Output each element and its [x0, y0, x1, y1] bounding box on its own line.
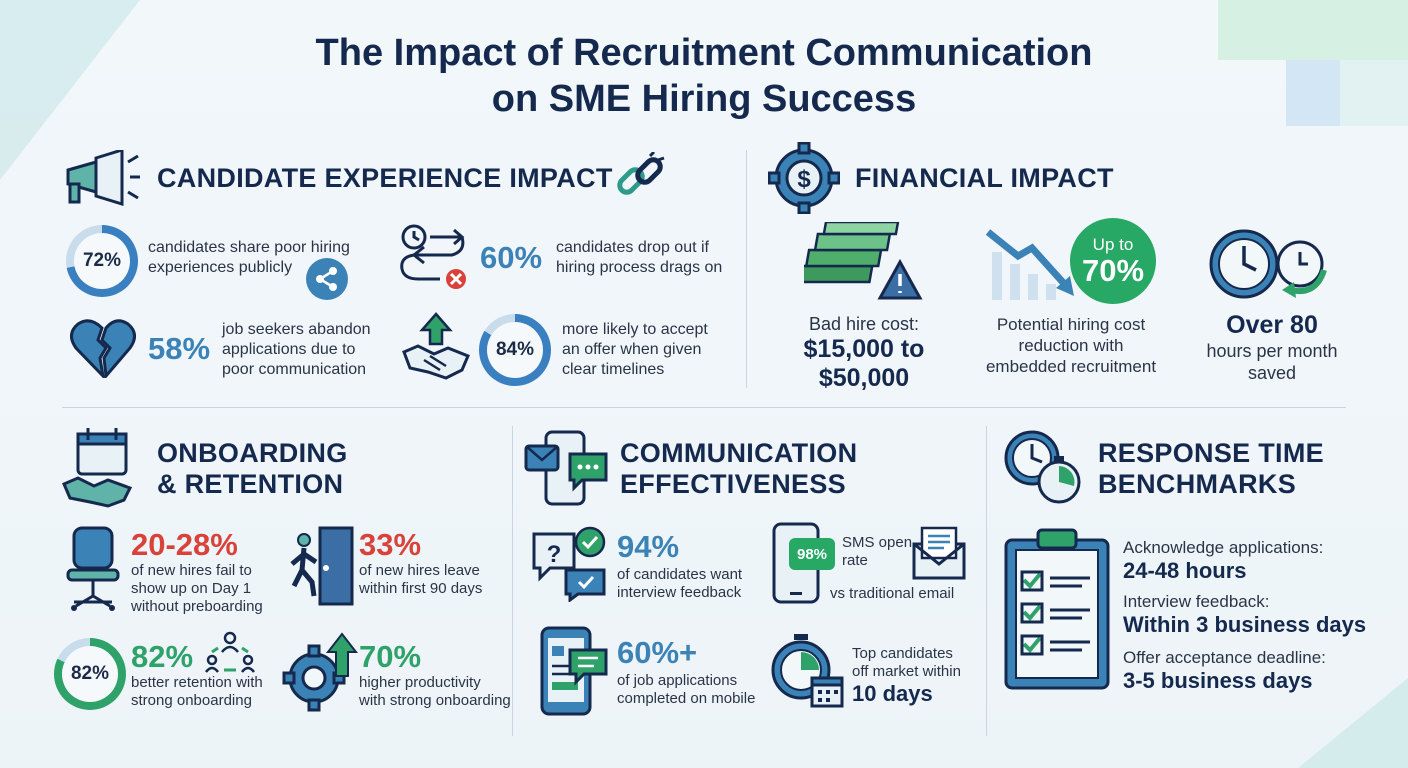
- section-heading: COMMUNICATION EFFECTIVENESS: [620, 438, 858, 499]
- stat-description: better retention with strong onboarding: [131, 674, 263, 709]
- stat-description: of new hires fail to show up on Day 1 wi…: [131, 562, 263, 615]
- divider: [512, 426, 513, 736]
- hours-saved: Over 80 hours per month saved: [1206, 311, 1338, 383]
- section-heading: RESPONSE TIME BENCHMARKS: [1098, 438, 1324, 499]
- benchmark-item: Offer acceptance deadline: 3-5 business …: [1123, 648, 1326, 693]
- stat-description: candidates share poor hiring experiences…: [148, 239, 350, 276]
- stat-description: job seekers abandon applications due to …: [222, 321, 371, 378]
- broken-heart-icon: [70, 319, 136, 378]
- section-heading: FINANCIAL IMPACT: [855, 163, 1114, 193]
- svg-text:$: $: [797, 166, 811, 193]
- email-envelope-icon: [912, 526, 966, 580]
- benchmark-item: Acknowledge applications: 24-48 hours: [1123, 538, 1324, 583]
- sms-rate-badge: 98%: [789, 538, 835, 570]
- stat-value: 82%: [131, 639, 194, 674]
- team-cycle-icon: [205, 631, 255, 673]
- phone-chat-icon: [524, 430, 608, 506]
- calendar-handshake-icon: [62, 428, 133, 508]
- stat-description: of new hires leave within first 90 days: [359, 562, 483, 597]
- stat-description: more likely to accept an offer when give…: [562, 321, 708, 378]
- handshake-arrow-icon: [402, 312, 470, 380]
- clocks-icon: [1004, 430, 1081, 504]
- corner-decoration: [1340, 60, 1408, 126]
- benchmark-item: Interview feedback: Within 3 business da…: [1123, 592, 1367, 637]
- progress-ring: 72%: [66, 225, 138, 297]
- corner-decoration: [0, 0, 140, 180]
- stat-value: 94%: [617, 529, 680, 564]
- gear-dollar-icon: $: [768, 142, 840, 214]
- chain-link-icon: [617, 152, 665, 195]
- corner-decoration: [1218, 0, 1408, 60]
- stat-value: 10 days: [852, 681, 933, 706]
- feedback-bubbles-icon: ?: [532, 526, 606, 602]
- declining-chart-icon: [985, 229, 1074, 300]
- stat-description: Top candidates off market within: [852, 645, 961, 680]
- page-title: The Impact of Recruitment Communication …: [315, 32, 1093, 120]
- megaphone-icon: [66, 150, 140, 206]
- corner-decoration: [1298, 678, 1408, 768]
- stat-value: 60%+: [617, 635, 698, 670]
- corner-decoration: [1286, 60, 1340, 126]
- exit-door-icon: [290, 526, 354, 606]
- stopwatch-calendar-icon: [771, 634, 844, 708]
- stat-value: 20-28%: [131, 527, 238, 562]
- section-heading: CANDIDATE EXPERIENCE IMPACT: [157, 163, 613, 193]
- clock-refresh-icon: [1209, 229, 1327, 299]
- stat-value: 70%: [359, 639, 422, 674]
- gear-growth-icon: [282, 632, 358, 712]
- stat-value: 58%: [148, 331, 211, 366]
- stat-description: of job applications completed on mobile: [617, 672, 756, 707]
- stat-description: SMS open rate: [842, 534, 913, 569]
- ring-value: 72%: [74, 233, 130, 289]
- reduction-badge: Up to 70%: [1070, 218, 1156, 304]
- divider: [62, 407, 1346, 408]
- stat-description: of candidates want interview feedback: [617, 566, 743, 601]
- money-stack-icon: [804, 222, 923, 300]
- divider: [986, 426, 987, 736]
- bad-hire-cost: Bad hire cost: $15,000 to $50,000: [803, 314, 925, 392]
- stat-value: 60%: [480, 240, 543, 275]
- process-flow-icon: [400, 224, 466, 289]
- empty-chair-icon: [66, 526, 120, 611]
- stat-value: 33%: [359, 527, 422, 562]
- clipboard-checklist-icon: [1004, 528, 1110, 690]
- stat-description: higher productivity with strong onboardi…: [359, 674, 511, 709]
- divider: [746, 150, 747, 388]
- svg-text:?: ?: [547, 541, 562, 568]
- stat-description: Potential hiring cost reduction with emb…: [985, 315, 1157, 376]
- section-heading: ONBOARDING & RETENTION: [157, 438, 348, 499]
- stat-description: vs traditional email: [830, 585, 955, 602]
- ring-value: 82%: [62, 646, 118, 702]
- progress-ring: 82%: [54, 638, 126, 710]
- ring-value: 84%: [487, 322, 543, 378]
- progress-ring: 84%: [479, 314, 551, 386]
- stat-description: candidates drop out if hiring process dr…: [556, 239, 723, 276]
- mobile-form-icon: [540, 626, 608, 716]
- share-icon: [306, 258, 348, 300]
